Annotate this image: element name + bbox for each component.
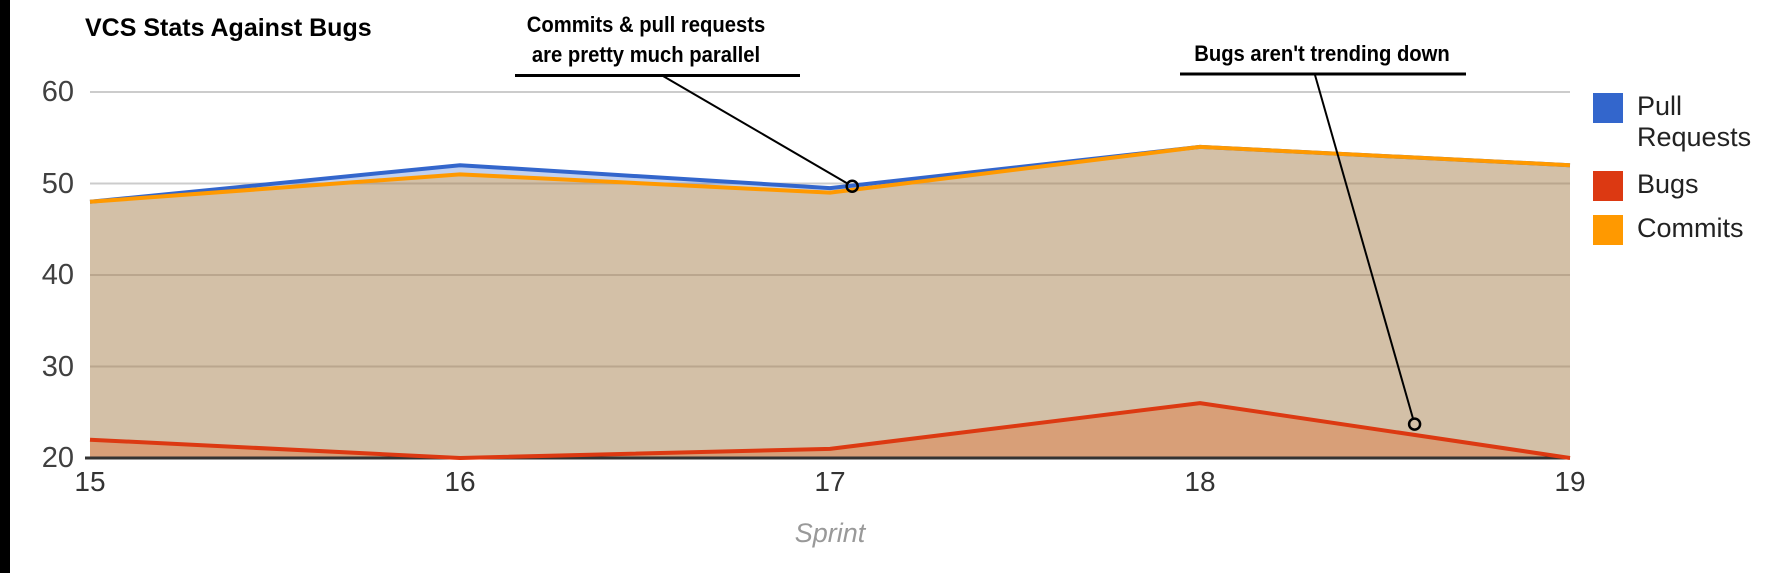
line-commits <box>89 144 1571 204</box>
legend-swatch-pull-requests <box>1593 93 1623 123</box>
legend-item-commits: Commits <box>1593 213 1778 245</box>
legend-item-pull-requests: Pull Requests <box>1593 91 1778 153</box>
x-tick-label-18: 18 <box>1184 466 1216 497</box>
y-tick-label-30: 30 <box>41 350 74 383</box>
x-tick-label-16: 16 <box>444 466 476 497</box>
x-tick-label-19: 19 <box>1554 466 1586 497</box>
annotation-parallel: Commits & pull requests are pretty much … <box>527 10 765 69</box>
legend-label-bugs: Bugs <box>1637 169 1699 199</box>
annotation-bugs: Bugs aren't trending down <box>1194 39 1450 69</box>
annotation-bugs-line1: Bugs aren't trending down <box>1194 41 1450 66</box>
left-edge-bar <box>0 0 10 573</box>
legend-item-bugs: Bugs <box>1593 169 1778 201</box>
legend-label-pull-requests: Pull Requests <box>1637 91 1752 152</box>
legend-swatch-commits <box>1593 215 1623 245</box>
x-axis-title: Sprint <box>794 518 866 548</box>
y-tick-label-50: 50 <box>41 167 74 200</box>
area-bugs <box>90 403 1570 458</box>
annotation-leader-line-1 <box>1314 74 1415 420</box>
line-bugs <box>89 401 1571 460</box>
annotation-parallel-line2: are pretty much parallel <box>531 41 761 67</box>
legend-label-commits: Commits <box>1637 213 1744 243</box>
area-commits <box>90 146 1570 458</box>
annotation-leader-line-0 <box>662 75 848 185</box>
y-tick-label-40: 40 <box>41 259 74 291</box>
annotation-point-marker-1 <box>1407 417 1422 431</box>
legend-swatch-bugs <box>1593 171 1623 201</box>
x-tick-label-17: 17 <box>814 466 846 497</box>
area-pull-requests <box>90 146 1570 458</box>
y-tick-label-60: 60 <box>41 76 74 108</box>
x-tick-label-15: 15 <box>74 466 106 497</box>
y-tick-label-20: 20 <box>41 442 74 474</box>
legend: Pull Requests Bugs Commits <box>1593 91 1778 245</box>
chart-title: VCS Stats Against Bugs <box>85 14 372 42</box>
annotation-parallel-line1: Commits & pull requests <box>526 12 766 37</box>
annotation-point-marker-0 <box>845 179 859 193</box>
